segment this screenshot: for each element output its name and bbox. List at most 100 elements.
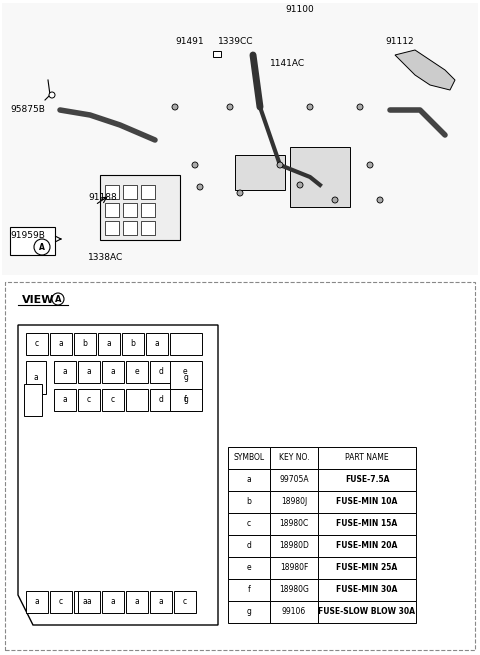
Bar	[174, 361, 196, 383]
Circle shape	[297, 182, 303, 188]
Bar	[102, 389, 124, 411]
Text: a: a	[86, 367, 91, 377]
Bar	[235, 155, 285, 190]
Text: FUSE-MIN 30A: FUSE-MIN 30A	[336, 586, 398, 595]
Text: FUSE-MIN 10A: FUSE-MIN 10A	[336, 498, 398, 506]
Text: 99106: 99106	[282, 607, 306, 616]
Bar	[213, 51, 221, 57]
Circle shape	[227, 104, 233, 110]
Circle shape	[377, 197, 383, 203]
Bar	[105, 221, 119, 235]
Text: e: e	[183, 367, 187, 377]
Bar	[318, 579, 416, 601]
Bar	[270, 557, 318, 579]
Bar	[228, 491, 270, 513]
Bar	[270, 601, 318, 623]
Bar	[270, 579, 318, 601]
Bar	[228, 535, 270, 557]
PathPatch shape	[18, 325, 218, 625]
Text: FUSE-7.5A: FUSE-7.5A	[345, 476, 389, 485]
Text: a: a	[62, 396, 67, 405]
Bar	[150, 591, 172, 613]
Bar	[228, 601, 270, 623]
Text: FUSE-MIN 25A: FUSE-MIN 25A	[336, 563, 397, 572]
Text: 91188: 91188	[88, 193, 117, 202]
Bar	[24, 384, 42, 416]
Bar	[26, 591, 48, 613]
Bar	[170, 361, 202, 394]
Circle shape	[52, 293, 64, 305]
Text: c: c	[111, 396, 115, 405]
Text: VIEW: VIEW	[22, 295, 55, 305]
Text: PART NAME: PART NAME	[345, 453, 389, 462]
Bar	[318, 535, 416, 557]
Text: d: d	[247, 542, 252, 550]
Bar	[228, 447, 270, 469]
Bar	[174, 591, 196, 613]
Text: 18980J: 18980J	[281, 498, 307, 506]
Bar	[150, 389, 172, 411]
Bar	[26, 361, 46, 394]
Text: 91959B: 91959B	[10, 231, 45, 240]
Bar	[2, 3, 478, 275]
Bar	[228, 579, 270, 601]
Bar	[54, 361, 76, 383]
Bar	[170, 333, 202, 355]
Text: d: d	[158, 396, 163, 405]
Bar	[26, 333, 48, 355]
Circle shape	[332, 197, 338, 203]
Bar	[170, 389, 202, 411]
Bar	[146, 333, 168, 355]
Bar	[78, 591, 100, 613]
Bar	[105, 185, 119, 199]
Bar	[100, 175, 180, 240]
Circle shape	[172, 104, 178, 110]
Circle shape	[192, 162, 198, 168]
Text: a: a	[83, 597, 87, 607]
Circle shape	[277, 162, 283, 168]
Bar	[270, 469, 318, 491]
Bar	[78, 389, 100, 411]
Text: 91100: 91100	[285, 5, 314, 14]
Text: a: a	[35, 597, 39, 607]
Bar	[318, 513, 416, 535]
Text: a: a	[86, 597, 91, 607]
Text: FUSE-SLOW BLOW 30A: FUSE-SLOW BLOW 30A	[319, 607, 416, 616]
Bar	[270, 491, 318, 513]
Text: FUSE-MIN 15A: FUSE-MIN 15A	[336, 519, 397, 529]
Text: e: e	[247, 563, 252, 572]
Circle shape	[357, 104, 363, 110]
Bar	[150, 361, 172, 383]
Bar	[74, 591, 96, 613]
Text: A: A	[55, 295, 61, 303]
Text: a: a	[59, 339, 63, 348]
Bar	[228, 557, 270, 579]
Bar	[290, 147, 350, 207]
Bar	[141, 185, 155, 199]
Text: e: e	[135, 367, 139, 377]
Bar	[270, 513, 318, 535]
Text: c: c	[87, 396, 91, 405]
Bar	[318, 469, 416, 491]
Text: b: b	[247, 498, 252, 506]
Bar	[318, 601, 416, 623]
Text: FUSE-MIN 20A: FUSE-MIN 20A	[336, 542, 398, 550]
Text: g: g	[183, 396, 189, 405]
Text: 99705A: 99705A	[279, 476, 309, 485]
Text: SYMBOL: SYMBOL	[233, 453, 264, 462]
Text: 18980D: 18980D	[279, 542, 309, 550]
Text: g: g	[247, 607, 252, 616]
Bar	[10, 227, 55, 255]
Text: c: c	[183, 597, 187, 607]
Text: c: c	[35, 339, 39, 348]
Text: a: a	[158, 597, 163, 607]
Bar	[102, 591, 124, 613]
Bar	[270, 535, 318, 557]
Text: a: a	[134, 597, 139, 607]
Bar	[141, 203, 155, 217]
Text: c: c	[59, 597, 63, 607]
Text: f: f	[248, 586, 251, 595]
Text: 1339CC: 1339CC	[218, 37, 253, 47]
Bar	[174, 389, 196, 411]
Bar	[318, 447, 416, 469]
